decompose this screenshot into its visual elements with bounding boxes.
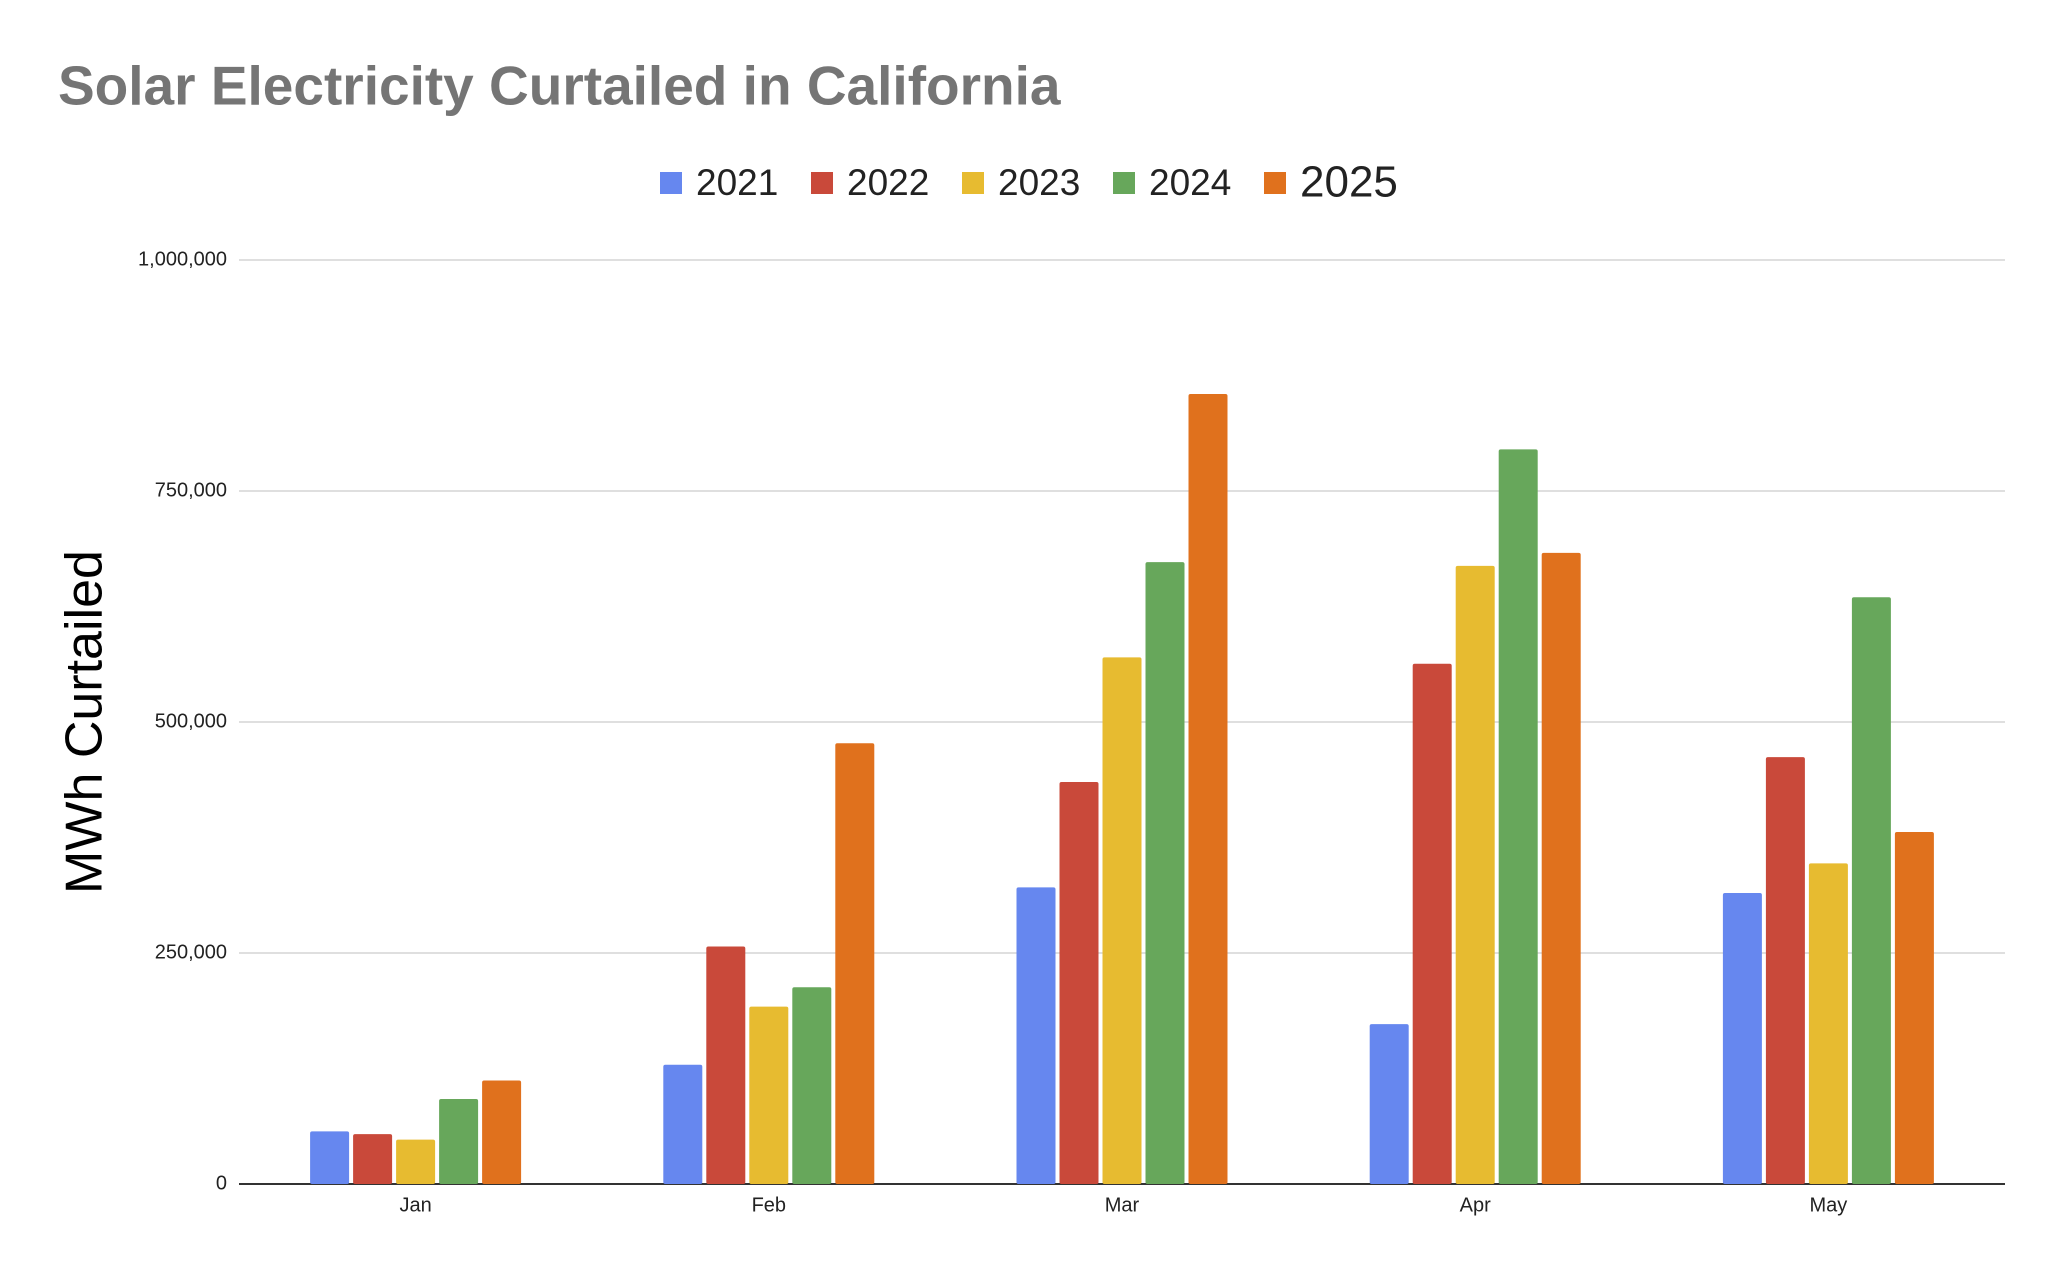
bar bbox=[1498, 449, 1538, 1184]
bar bbox=[1369, 1024, 1409, 1184]
bar bbox=[792, 987, 832, 1184]
x-tick-label: Jan bbox=[399, 1194, 431, 1216]
y-tick-label: 500,000 bbox=[155, 710, 227, 732]
x-tick-label: May bbox=[1810, 1194, 1848, 1216]
y-axis-label: MWh Curtailed bbox=[56, 550, 114, 894]
y-tick-label: 0 bbox=[216, 1172, 227, 1194]
bar bbox=[1059, 782, 1099, 1184]
legend-label: 2022 bbox=[847, 162, 929, 203]
legend-swatch bbox=[1264, 172, 1286, 194]
bar bbox=[439, 1098, 479, 1184]
legend-label: 2025 bbox=[1300, 158, 1398, 207]
bar bbox=[1808, 863, 1848, 1184]
bar bbox=[1851, 597, 1891, 1184]
bar bbox=[310, 1131, 350, 1184]
bar bbox=[749, 1006, 789, 1184]
legend-swatch bbox=[1113, 172, 1135, 194]
x-tick-label: Mar bbox=[1105, 1194, 1140, 1216]
bar bbox=[1765, 757, 1805, 1184]
legend-swatch bbox=[660, 172, 682, 194]
bar bbox=[1016, 887, 1056, 1184]
bar bbox=[1102, 657, 1142, 1184]
bar bbox=[663, 1064, 703, 1184]
bar bbox=[1894, 831, 1934, 1184]
bar bbox=[706, 946, 746, 1184]
bar bbox=[1145, 562, 1185, 1184]
bar bbox=[1541, 552, 1581, 1184]
bar bbox=[1455, 565, 1495, 1184]
x-tick-label: Feb bbox=[752, 1194, 786, 1216]
y-tick-label: 1,000,000 bbox=[138, 248, 227, 270]
bar bbox=[482, 1080, 522, 1184]
legend-swatch bbox=[962, 172, 984, 194]
bar bbox=[396, 1139, 436, 1184]
bar bbox=[1412, 663, 1452, 1184]
legend-label: 2023 bbox=[998, 162, 1080, 203]
chart-title: Solar Electricity Curtailed in Californi… bbox=[58, 55, 1061, 117]
bar bbox=[1188, 393, 1228, 1185]
legend-label: 2024 bbox=[1149, 162, 1231, 203]
bar bbox=[1722, 892, 1762, 1184]
legend-swatch bbox=[811, 172, 833, 194]
y-tick-label: 750,000 bbox=[155, 479, 227, 501]
bar bbox=[353, 1134, 393, 1184]
x-tick-label: Apr bbox=[1460, 1194, 1491, 1216]
legend-label: 2021 bbox=[696, 162, 778, 203]
y-tick-label: 250,000 bbox=[155, 941, 227, 963]
bar bbox=[835, 743, 875, 1184]
